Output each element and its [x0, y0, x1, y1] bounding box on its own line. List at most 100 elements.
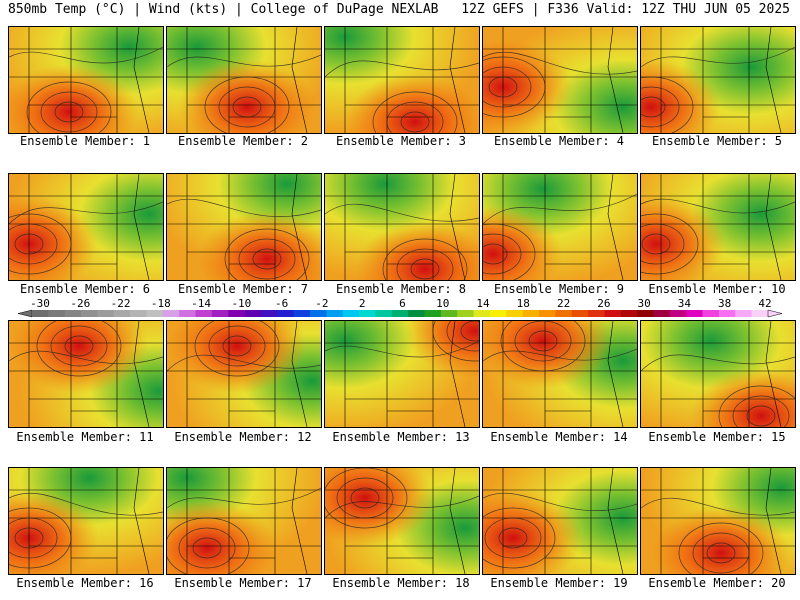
warm-core	[483, 468, 637, 574]
state-borders	[9, 321, 163, 427]
ensemble-member-label: Ensemble Member: 4	[493, 134, 625, 148]
ensemble-member-label: Ensemble Member: 12	[174, 430, 312, 444]
colorbar-tick-label: -22	[111, 298, 131, 310]
ensemble-member-map	[324, 320, 480, 428]
ensemble-member-label: Ensemble Member: 7	[177, 282, 309, 296]
colorbar-swatch	[260, 310, 278, 317]
state-borders	[641, 468, 795, 574]
state-borders	[167, 468, 321, 574]
colorbar-tick-label: -14	[191, 298, 211, 310]
colorbar-swatch	[195, 310, 213, 317]
state-borders	[641, 27, 795, 133]
ensemble-member-label: Ensemble Member: 5	[651, 134, 783, 148]
colorbar-swatch	[637, 310, 654, 317]
colorbar-tick-label: 14	[476, 298, 490, 310]
ensemble-member-map	[166, 173, 322, 281]
warm-core	[167, 27, 321, 133]
contour-lines	[167, 487, 321, 574]
ensemble-member-label: Ensemble Member: 9	[493, 282, 625, 296]
ensemble-member-map	[324, 173, 480, 281]
colorbar-high-arrow	[767, 309, 783, 318]
ensemble-member-map	[640, 173, 796, 281]
colorbar-swatch	[489, 310, 507, 317]
warm-core	[167, 321, 321, 427]
colorbar-swatch	[244, 310, 262, 317]
ensemble-member-label: Ensemble Member: 6	[19, 282, 151, 296]
colorbar-swatch	[702, 310, 720, 317]
warm-core	[325, 468, 479, 574]
state-borders	[325, 321, 479, 427]
colorbar-tick-label: -6	[275, 298, 288, 310]
colorbar-swatch	[473, 310, 491, 317]
temperature-colorbar: -30 -26 -22 -18 -14 -10 -6 -2 2 6 10 14 18 22 26 30 34 38…	[17, 298, 783, 318]
colorbar-tick-label: 34	[678, 298, 692, 310]
contour-lines	[9, 201, 163, 275]
state-borders	[167, 174, 321, 280]
contour-lines	[483, 492, 637, 569]
ensemble-member-label: Ensemble Member: 19	[490, 576, 628, 590]
colorbar-low-arrow	[17, 309, 33, 318]
colorbar-tick-label: 2	[359, 298, 366, 310]
contour-lines	[483, 51, 637, 118]
ensemble-member-map	[8, 26, 164, 134]
colorbar-swatch	[277, 310, 294, 317]
warm-core	[167, 468, 321, 574]
colorbar-tick-label: 18	[517, 298, 530, 310]
colorbar-swatch	[571, 310, 589, 317]
ensemble-member-map	[640, 467, 796, 575]
ensemble-member-map	[482, 320, 638, 428]
contour-lines	[325, 203, 479, 280]
colorbar-tick-label: -10	[231, 298, 251, 310]
contour-lines	[325, 321, 479, 362]
contour-lines	[325, 468, 479, 529]
ensemble-member-label: Ensemble Member: 17	[174, 576, 312, 590]
state-borders	[325, 27, 479, 133]
colorbar-tick-label: 22	[557, 298, 570, 310]
ensemble-member-label: Ensemble Member: 2	[177, 134, 309, 148]
colorbar-tick-label: 6	[399, 298, 406, 310]
ensemble-member-label: Ensemble Member: 13	[332, 430, 470, 444]
contour-lines	[641, 354, 795, 427]
colorbar-swatch	[146, 310, 164, 317]
colorbar-tick-label: -26	[70, 298, 90, 310]
colorbar-swatch	[228, 310, 245, 317]
colorbar-swatch	[310, 310, 327, 317]
warm-core	[9, 27, 163, 133]
colorbar-swatch	[359, 310, 376, 317]
colorbar-swatch	[686, 310, 703, 317]
colorbar-swatch	[669, 310, 687, 317]
colorbar-swatch	[457, 310, 474, 317]
contour-lines	[483, 193, 637, 280]
contour-lines	[167, 54, 321, 133]
ensemble-member-label: Ensemble Member: 11	[16, 430, 154, 444]
colorbar-tick-label: -2	[315, 298, 328, 310]
colorbar-swatch	[342, 310, 360, 317]
state-borders	[9, 27, 163, 133]
contour-lines	[167, 321, 321, 377]
contour-lines	[9, 321, 163, 377]
state-borders	[167, 321, 321, 427]
colorbar-swatch	[555, 310, 573, 317]
colorbar-swatch	[751, 310, 769, 317]
colorbar-swatch	[653, 310, 671, 317]
ensemble-member-map	[8, 467, 164, 575]
ensemble-member-label: Ensemble Member: 15	[648, 430, 786, 444]
colorbar-swatch	[522, 310, 540, 317]
colorbar-swatch	[620, 310, 638, 317]
colorbar-swatch	[604, 310, 622, 317]
colorbar-swatch	[391, 310, 409, 317]
colorbar-tick-label: -30	[30, 298, 50, 310]
warm-core	[9, 468, 163, 574]
state-borders	[9, 174, 163, 280]
colorbar-swatch	[113, 310, 131, 317]
colorbar-swatch	[440, 310, 458, 317]
colorbar-swatch	[506, 310, 523, 317]
ensemble-member-label: Ensemble Member: 1	[19, 134, 151, 148]
state-borders	[483, 27, 637, 133]
ensemble-member-map	[324, 26, 480, 134]
run-valid-time: 12Z GEFS | F336 Valid: 12Z THU JUN 05 20…	[461, 2, 790, 17]
warm-core	[167, 174, 321, 280]
ensemble-member-map	[640, 320, 796, 428]
warm-core	[641, 468, 795, 574]
colorbar-swatch	[718, 310, 736, 317]
